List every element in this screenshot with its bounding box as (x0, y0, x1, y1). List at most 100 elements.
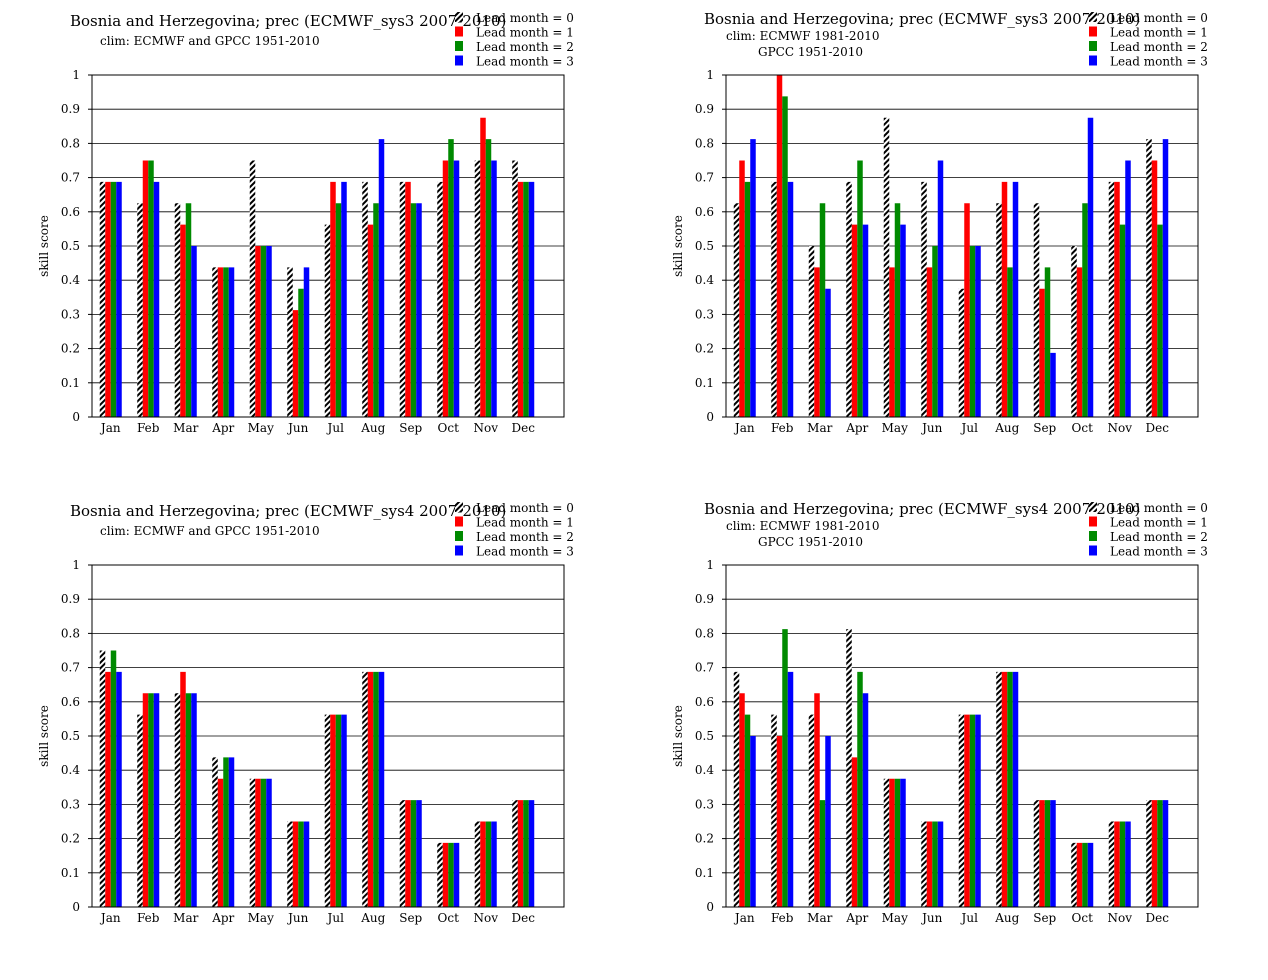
bar-aug-lead-2 (373, 671, 379, 907)
bar-nov-lead-3 (491, 160, 497, 417)
x-tick-label: Sep (399, 421, 422, 435)
y-tick-label: 0.4 (61, 763, 80, 777)
bar-nov-lead-0 (1108, 821, 1115, 907)
y-tick-label: 0.9 (61, 592, 80, 606)
x-tick-label: Apr (845, 911, 868, 925)
x-tick-label: Dec (512, 421, 536, 435)
bar-feb-lead-0 (137, 203, 143, 417)
y-tick-label: 1 (706, 68, 714, 82)
x-tick-label: Sep (1033, 911, 1056, 925)
bar-chart: 0 0.1 0.2 0.3 0.4 0.5 0.6 0.7 0.8 0.9 1 skill score… (37, 501, 574, 925)
bar-sep-lead-1 (1039, 800, 1045, 907)
bar-sep-lead-2 (410, 800, 417, 907)
bar-oct-lead-2 (1082, 203, 1088, 417)
bar-may-lead-2 (260, 246, 267, 417)
chart-subtitle-line-1: clim: ECMWF 1981-2010 (726, 29, 880, 43)
chart-subtitle-line-2: GPCC 1951-2010 (758, 45, 863, 59)
y-tick-label: 0.3 (695, 797, 714, 811)
bar-jun-lead-0 (287, 821, 293, 907)
x-tick-label: Feb (137, 421, 160, 435)
y-tick-label: 0.9 (695, 592, 714, 606)
y-axis-label: skill score (671, 215, 685, 277)
legend-swatch-lead-3 (1089, 55, 1097, 66)
bar-aug-lead-1 (367, 671, 374, 907)
bar-nov-lead-2 (485, 821, 492, 907)
legend-label: Lead month = 2 (476, 40, 574, 54)
bar-apr-lead-1 (217, 778, 224, 907)
bar-sep-lead-3 (1050, 800, 1056, 907)
x-tick-label: Oct (438, 421, 460, 435)
bar-nov-lead-1 (480, 117, 486, 417)
bar-feb-lead-0 (137, 714, 143, 907)
bar-chart: 0 0.1 0.2 0.3 0.4 0.5 0.6 0.7 0.8 0.9 1 skill score… (37, 11, 574, 435)
bar-aug-lead-3 (378, 139, 385, 417)
legend-swatch-lead-1 (455, 26, 463, 37)
bar-sep-lead-2 (1044, 267, 1051, 417)
bar-jul-lead-2 (335, 714, 342, 907)
bar-nov-lead-1 (1114, 821, 1120, 907)
plot-frame (725, 564, 1199, 908)
bar-apr-lead-3 (862, 693, 869, 907)
x-tick-label: Mar (173, 911, 198, 925)
legend-swatch-lead-0 (1089, 502, 1097, 512)
bar-sep-lead-1 (1039, 288, 1045, 417)
y-axis-label: skill score (671, 705, 685, 767)
x-tick-label: Jul (960, 421, 979, 435)
chart-title: Bosnia and Herzegovina; prec (ECMWF_sys4… (70, 502, 507, 520)
bar-dec-lead-2 (523, 800, 529, 907)
y-tick-label: 0.8 (61, 136, 80, 150)
y-tick-label: 0.3 (61, 797, 80, 811)
bar-may-lead-1 (255, 778, 261, 907)
bar-oct-lead-1 (1076, 842, 1083, 907)
bar-feb-lead-2 (148, 693, 154, 907)
y-tick-label: 1 (706, 558, 714, 572)
bar-jun-lead-0 (921, 181, 927, 417)
y-tick-label: 0 (72, 410, 80, 424)
x-tick-label: Aug (994, 421, 1019, 435)
legend-label: Lead month = 0 (1110, 501, 1208, 515)
bar-jun-lead-3 (303, 267, 310, 417)
x-tick-label: Dec (1146, 421, 1170, 435)
bar-nov-lead-2 (1119, 224, 1126, 417)
plot-frame (725, 74, 1199, 418)
y-tick-label: 0.2 (695, 342, 714, 356)
x-tick-label: May (882, 911, 908, 925)
legend-label: Lead month = 1 (1110, 26, 1208, 40)
x-tick-label: Jan (733, 421, 755, 435)
bar-aug-lead-0 (362, 671, 368, 907)
bar-jan-lead-0 (99, 650, 106, 907)
y-tick-label: 0.5 (695, 239, 714, 253)
bar-nov-lead-0 (1108, 181, 1115, 417)
y-tick-label: 0.7 (695, 661, 714, 675)
x-tick-label: Jan (733, 911, 755, 925)
bar-mar-lead-0 (808, 714, 815, 907)
bar-feb-lead-1 (776, 75, 783, 417)
bar-oct-lead-3 (453, 842, 460, 907)
legend-swatch-lead-2 (455, 41, 463, 51)
y-tick-label: 0.2 (61, 832, 80, 846)
bar-mar-lead-3 (825, 288, 831, 417)
legend-label: Lead month = 2 (1110, 40, 1208, 54)
x-tick-label: Apr (211, 421, 234, 435)
y-axis-label: skill score (37, 215, 51, 277)
bar-apr-lead-3 (228, 267, 235, 417)
bar-apr-lead-1 (217, 267, 224, 417)
bar-jul-lead-2 (969, 714, 976, 907)
x-tick-label: Oct (1072, 911, 1094, 925)
legend-label: Lead month = 1 (1110, 516, 1208, 530)
bar-feb-lead-3 (787, 181, 794, 417)
bar-mar-lead-2 (819, 203, 826, 417)
x-tick-label: Aug (360, 911, 385, 925)
chart-title: Bosnia and Herzegovina; prec (ECMWF_sys3… (70, 12, 507, 30)
bar-dec-lead-3 (528, 181, 535, 417)
x-tick-label: May (882, 421, 908, 435)
y-tick-label: 0.6 (61, 695, 80, 709)
y-tick-label: 0.5 (61, 239, 80, 253)
bar-nov-lead-3 (1125, 160, 1131, 417)
bar-may-lead-0 (883, 778, 890, 907)
bar-jun-lead-1 (292, 821, 299, 907)
y-tick-label: 0.6 (61, 205, 80, 219)
bar-jun-lead-1 (926, 267, 933, 417)
bar-dec-lead-1 (517, 181, 524, 417)
y-tick-label: 0.5 (695, 729, 714, 743)
